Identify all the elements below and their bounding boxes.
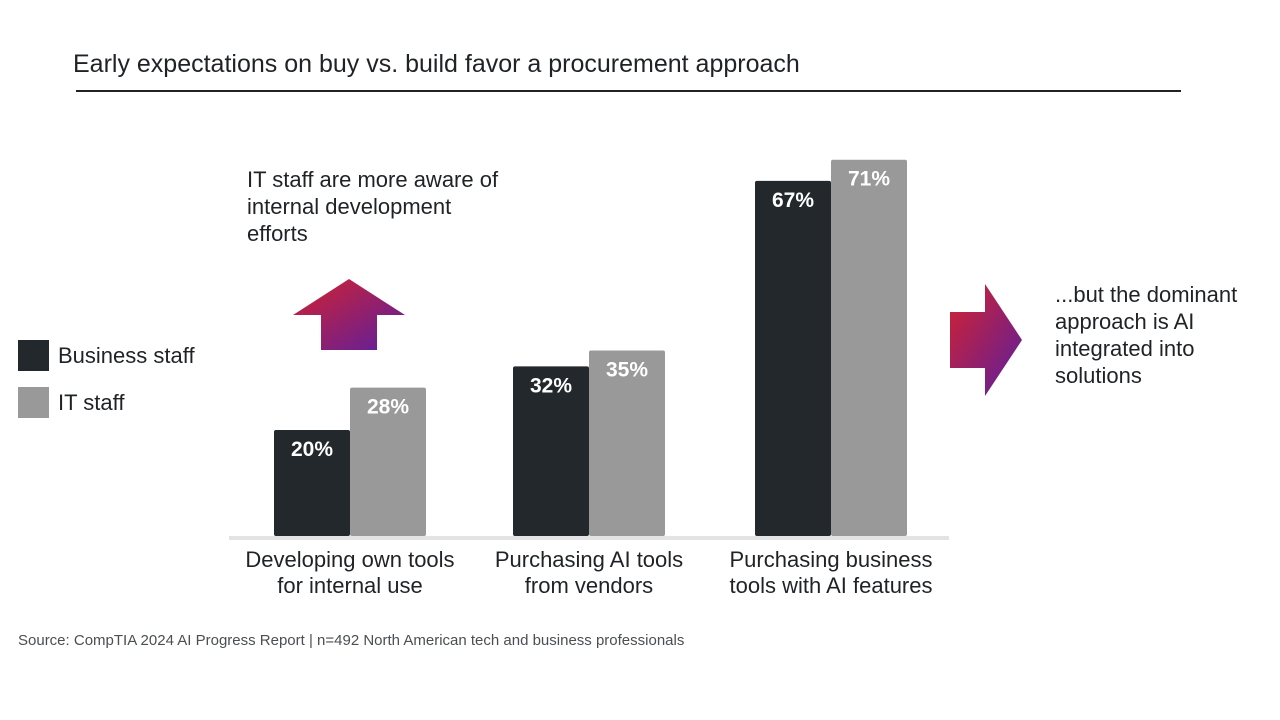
- callout-dominant-approach: ...but the dominant approach is AI integ…: [1055, 282, 1238, 388]
- legend-label-business: Business staff: [58, 342, 195, 368]
- bar-it-2: [589, 350, 665, 536]
- category-label-1-line-1: Developing own tools: [245, 547, 454, 572]
- data-label-it-3: 71%: [848, 168, 890, 191]
- category-label-1-line-2: for internal use: [277, 573, 423, 598]
- source-note: Source: CompTIA 2024 AI Progress Report …: [18, 632, 685, 649]
- bar-business-1: [274, 430, 350, 536]
- data-label-it-1: 28%: [367, 396, 409, 419]
- legend-item-business: Business staff: [18, 340, 195, 371]
- bar-business-3: [755, 180, 831, 536]
- chart-legend: Business staff IT staff: [18, 340, 195, 434]
- title-divider: [76, 90, 1181, 92]
- bar-business-2: [513, 366, 589, 536]
- data-label-business-3: 67%: [772, 189, 814, 212]
- legend-label-it: IT staff: [58, 389, 125, 415]
- data-label-business-2: 32%: [530, 374, 572, 397]
- bar-it-3: [831, 159, 907, 536]
- legend-item-it: IT staff: [18, 387, 195, 418]
- x-axis-baseline: [229, 536, 949, 540]
- data-label-business-1: 20%: [291, 438, 333, 461]
- legend-swatch-business: [18, 340, 49, 371]
- category-label-3-line-2: tools with AI features: [730, 573, 933, 598]
- category-label-3-line-1: Purchasing business: [729, 547, 932, 572]
- arrow-right-icon: [950, 284, 1022, 396]
- category-label-2-line-1: Purchasing AI tools: [495, 547, 683, 572]
- arrow-up-icon: [293, 279, 405, 350]
- bar-it-1: [350, 387, 426, 536]
- category-label-2-line-2: from vendors: [525, 573, 653, 598]
- callout-internal-development: IT staff are more aware of internal deve…: [247, 167, 499, 246]
- data-label-it-2: 35%: [606, 359, 648, 382]
- page-title: Early expectations on buy vs. build favo…: [73, 50, 800, 78]
- legend-swatch-it: [18, 387, 49, 418]
